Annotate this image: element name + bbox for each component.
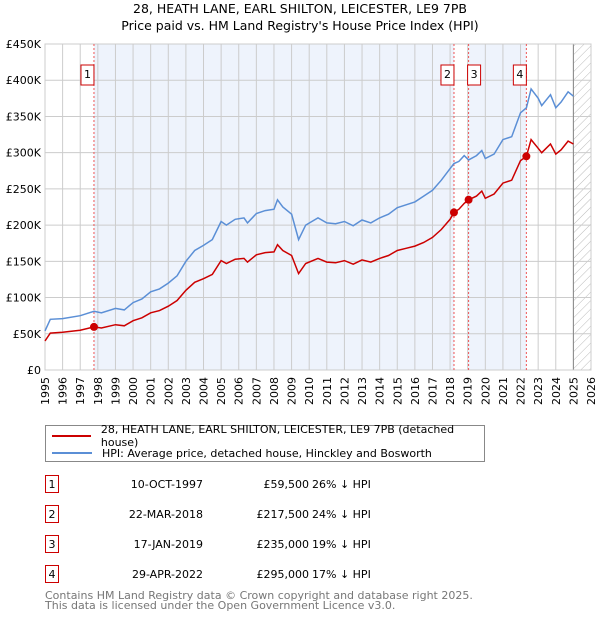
- chart-title: 28, HEATH LANE, EARL SHILTON, LEICESTER,…: [133, 1, 467, 16]
- sale-date: 17-JAN-2019: [133, 538, 203, 551]
- sale-marker-badge: 1: [45, 475, 59, 493]
- legend-swatch-blue: [52, 452, 92, 454]
- legend-label: HPI: Average price, detached house, Hinc…: [102, 446, 432, 460]
- sale-point: [449, 208, 458, 217]
- x-tick-label: 2009: [286, 377, 299, 405]
- sale-label-box: [440, 64, 455, 86]
- sale-row: 1 10-OCT-1997 £59,500 26% ↓ HPI: [45, 475, 445, 495]
- x-tick-label: 2005: [215, 377, 228, 405]
- y-tick-label: £150K: [6, 255, 42, 268]
- sale-date: 22-MAR-2018: [128, 508, 203, 521]
- legend-swatch-red: [52, 435, 91, 437]
- y-tick-label: £350K: [6, 110, 42, 123]
- property-price-line: [44, 138, 574, 342]
- x-tick-label: 2015: [391, 377, 404, 405]
- sale-row: 2 22-MAR-2018 £217,500 24% ↓ HPI: [45, 505, 445, 525]
- sale-label: 1: [84, 68, 91, 81]
- shaded-ownership-period: [468, 44, 527, 370]
- x-tick-label: 2008: [268, 377, 281, 405]
- footer-line-1: Contains HM Land Registry data © Crown c…: [45, 589, 473, 602]
- x-tick-label: 2003: [180, 377, 193, 405]
- x-tick-label: 2025: [567, 377, 580, 405]
- y-tick-label: £200K: [6, 219, 42, 232]
- sale-marker-badge: 3: [45, 535, 59, 553]
- sale-point: [464, 195, 473, 204]
- x-tick-label: 2010: [303, 377, 316, 405]
- sale-price: £295,000: [256, 568, 310, 581]
- y-tick-label: £450K: [6, 38, 42, 51]
- sale-row: 3 17-JAN-2019 £235,000 19% ↓ HPI: [45, 535, 445, 555]
- future-hatched-region: [573, 44, 591, 370]
- x-tick-label: 2022: [515, 377, 528, 405]
- x-tick-label: 2001: [145, 377, 158, 405]
- legend-item-property: 28, HEATH LANE, EARL SHILTON, LEICESTER,…: [52, 423, 484, 449]
- x-tick-label: 2000: [127, 377, 140, 405]
- sale-price: £217,500: [256, 508, 310, 521]
- x-tick-label: 2017: [426, 377, 439, 405]
- sale-label: 2: [444, 68, 451, 81]
- sale-date: 29-APR-2022: [131, 568, 203, 581]
- sale-label-box: [80, 64, 95, 86]
- sale-marker-badge: 4: [45, 565, 59, 583]
- x-tick-label: 1997: [74, 377, 87, 405]
- x-tick-label: 2002: [162, 377, 175, 405]
- x-tick-label: 2020: [479, 377, 492, 405]
- sale-date: 10-OCT-1997: [130, 478, 203, 491]
- sale-label-box: [512, 64, 527, 86]
- x-tick-label: 1995: [39, 377, 52, 405]
- sale-hpi-diff: 24% ↓ HPI: [312, 508, 371, 521]
- x-tick-label: 2006: [233, 377, 246, 405]
- sale-marker-badge: 2: [45, 505, 59, 523]
- x-tick-label: 2021: [497, 377, 510, 405]
- y-tick-label: £400K: [6, 74, 42, 87]
- chart-subtitle: Price paid vs. HM Land Registry's House …: [121, 18, 479, 33]
- x-tick-label: 2016: [409, 377, 422, 405]
- footer-line-2: This data is licensed under the Open Gov…: [45, 599, 396, 612]
- x-tick-label: 1998: [92, 377, 105, 405]
- x-tick-label: 2023: [532, 377, 545, 405]
- sale-hpi-diff: 19% ↓ HPI: [312, 538, 371, 551]
- x-tick-label: 2012: [338, 377, 351, 405]
- y-tick-label: £0: [27, 364, 41, 377]
- sale-point: [522, 152, 531, 161]
- x-tick-label: 2004: [198, 377, 211, 405]
- sale-label: 3: [471, 68, 478, 81]
- line-chart: 1995 1996 1997 1998 1999 2000 2001 2002 2003 2004…: [6, 38, 598, 405]
- legend: 28, HEATH LANE, EARL SHILTON, LEICESTER,…: [45, 423, 485, 462]
- sale-label-box: [467, 64, 482, 86]
- hpi-line: [44, 87, 574, 332]
- legend-item-hpi: HPI: Average price, detached house, Hinc…: [52, 446, 432, 460]
- y-tick-label: £300K: [6, 147, 42, 160]
- legend-label: 28, HEATH LANE, EARL SHILTON, LEICESTER,…: [100, 423, 455, 449]
- x-tick-label: 2026: [585, 377, 598, 405]
- x-tick-label: 2007: [250, 377, 263, 405]
- y-tick-label: £250K: [6, 183, 42, 196]
- x-tick-label: 1999: [109, 377, 122, 405]
- x-tick-label: 2011: [321, 377, 334, 405]
- x-tick-label: 2024: [550, 377, 563, 405]
- sale-hpi-diff: 17% ↓ HPI: [312, 568, 371, 581]
- plot-border: [44, 43, 592, 371]
- sale-price: £235,000: [256, 538, 310, 551]
- x-tick-label: 2014: [374, 377, 387, 405]
- y-tick-label: £100K: [6, 292, 42, 305]
- sale-price: £59,500: [263, 478, 310, 491]
- x-tick-label: 2013: [356, 377, 369, 405]
- sale-point: [89, 322, 98, 331]
- sale-row: 4 29-APR-2022 £295,000 17% ↓ HPI: [45, 565, 445, 585]
- x-tick-label: 2019: [462, 377, 475, 405]
- sale-label: 4: [516, 68, 523, 81]
- sale-hpi-diff: 26% ↓ HPI: [312, 478, 371, 491]
- x-tick-label: 2018: [444, 377, 457, 405]
- y-tick-label: £50K: [13, 328, 42, 341]
- x-tick-label: 1996: [57, 377, 70, 405]
